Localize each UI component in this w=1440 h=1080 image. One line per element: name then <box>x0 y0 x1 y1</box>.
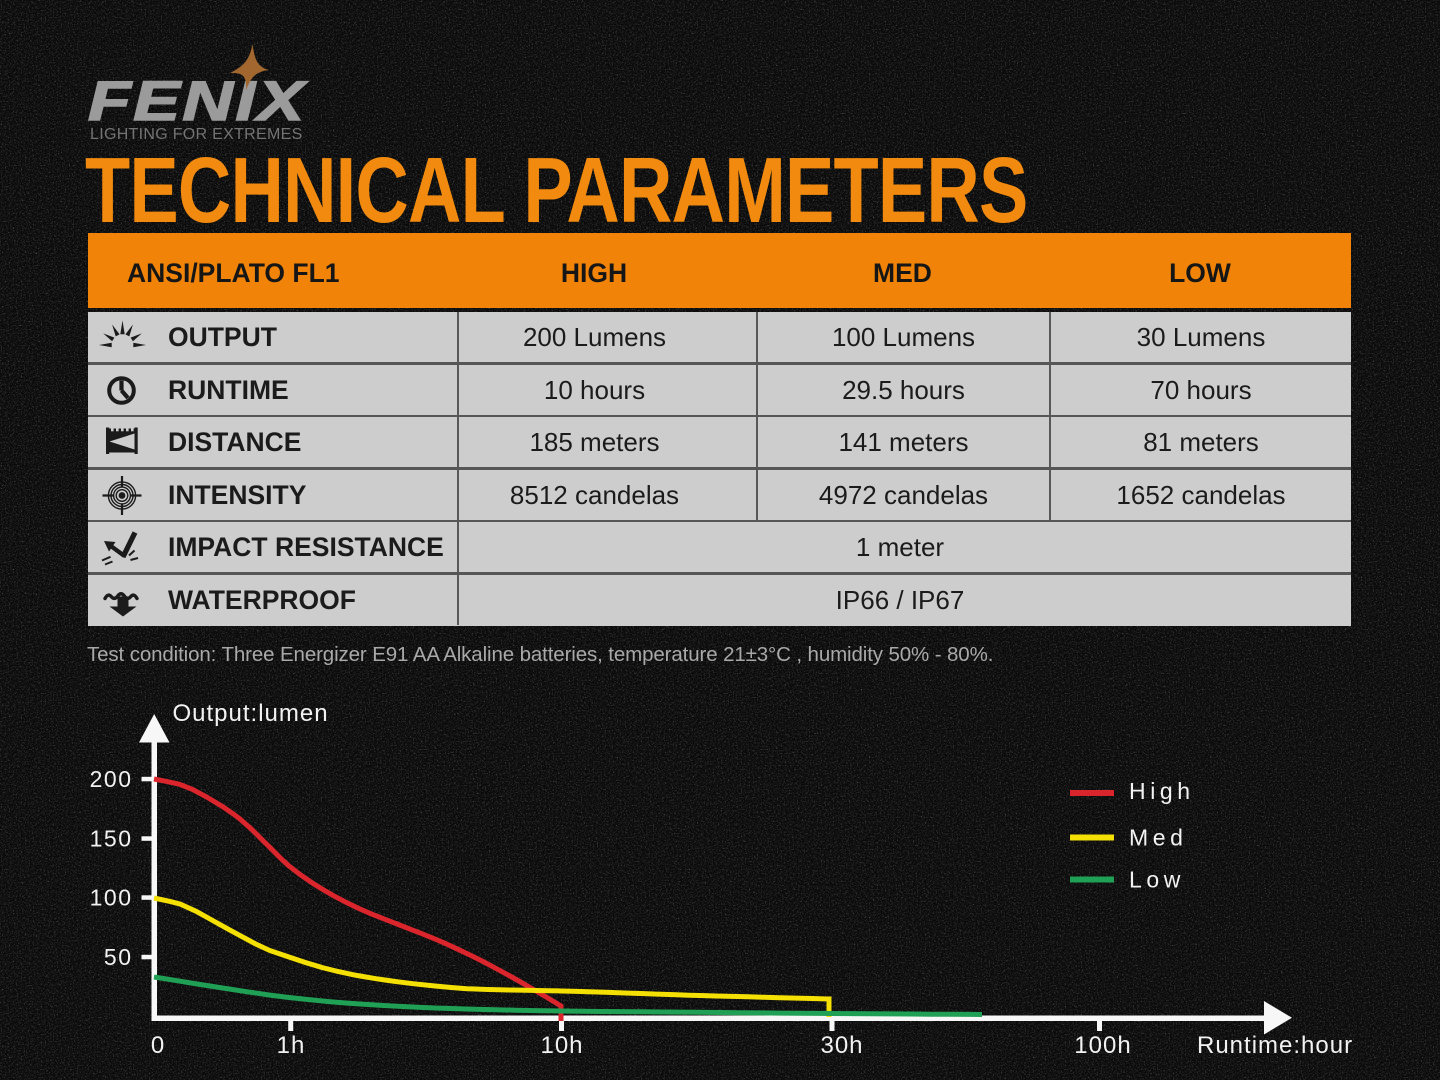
svg-text:1h: 1h <box>277 1032 306 1059</box>
svg-text:Med: Med <box>1129 824 1188 850</box>
svg-text:High: High <box>1129 778 1195 804</box>
svg-text:100h: 100h <box>1074 1032 1131 1059</box>
svg-text:100: 100 <box>90 885 133 911</box>
svg-text:FENIX: FENIX <box>88 71 308 133</box>
svg-text:Output:lumen: Output:lumen <box>173 700 329 727</box>
svg-text:200: 200 <box>90 766 133 792</box>
svg-text:Low: Low <box>1129 866 1185 892</box>
svg-text:150: 150 <box>90 826 133 852</box>
svg-text:LIGHTING FOR EXTREMES: LIGHTING FOR EXTREMES <box>90 126 303 143</box>
svg-text:30h: 30h <box>820 1032 863 1059</box>
svg-text:50: 50 <box>104 944 133 970</box>
svg-text:10h: 10h <box>540 1032 583 1059</box>
svg-text:Runtime:hour: Runtime:hour <box>1197 1032 1353 1059</box>
svg-text:0: 0 <box>151 1032 165 1059</box>
